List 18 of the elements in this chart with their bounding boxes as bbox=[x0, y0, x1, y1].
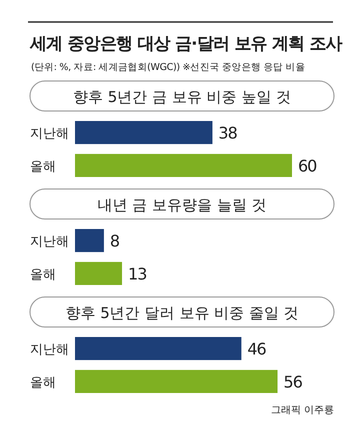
chart-title: 향후 5년간 달러 보유 비중 줄일 것 bbox=[65, 304, 299, 322]
y-tick-label: 지난해 bbox=[30, 234, 69, 250]
data-label: 8 bbox=[110, 232, 120, 251]
data-label: 60 bbox=[298, 156, 318, 176]
y-tick-label: 올해 bbox=[30, 375, 56, 390]
text: 그래픽 이주룡 bbox=[270, 405, 334, 416]
data-label: 13 bbox=[128, 264, 146, 284]
text: (단위: %, 자료: 세계금협회(WGC)) ※선진국 중앙은행 응답 비율 bbox=[31, 62, 306, 73]
text: 세계 중앙은행 대상 금·달러 보유 계획 조사 bbox=[29, 34, 343, 54]
data-label: 56 bbox=[284, 372, 303, 392]
data-label: 38 bbox=[218, 124, 238, 143]
y-tick-label: 지난해 bbox=[30, 342, 69, 358]
y-tick-label: 올해 bbox=[30, 159, 56, 174]
chart-title: 향후 5년간 금 보유 비중 높일 것 bbox=[72, 88, 292, 106]
data-label: 46 bbox=[247, 340, 267, 359]
text: 내년 금 보유량을 늘릴 것 bbox=[97, 196, 267, 214]
y-tick-label: 지난해 bbox=[30, 126, 69, 142]
y-tick-label: 올해 bbox=[30, 267, 56, 282]
